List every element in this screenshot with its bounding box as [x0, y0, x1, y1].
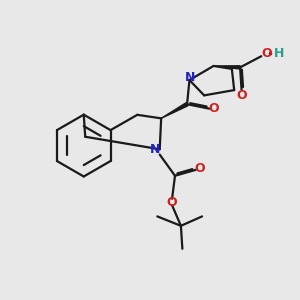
Polygon shape — [161, 103, 188, 118]
Text: N: N — [150, 143, 160, 156]
Text: N: N — [184, 71, 195, 84]
Text: O: O — [208, 102, 219, 115]
Text: H: H — [274, 47, 284, 60]
Text: O: O — [195, 162, 205, 175]
Text: O: O — [236, 89, 247, 102]
Text: O: O — [166, 196, 177, 209]
Text: O: O — [262, 47, 272, 60]
Polygon shape — [214, 66, 240, 69]
